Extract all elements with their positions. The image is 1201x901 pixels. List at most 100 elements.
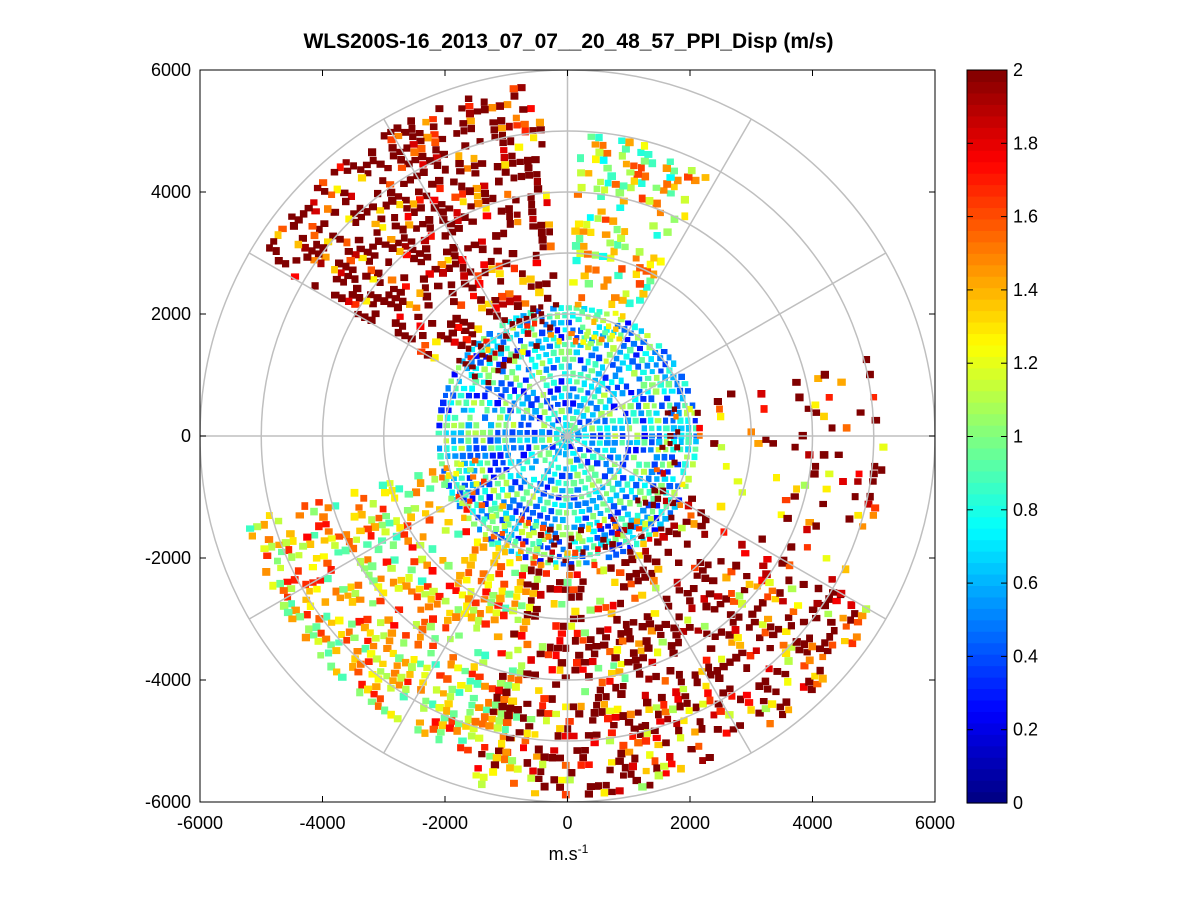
data-cell	[646, 410, 652, 417]
data-cell	[755, 709, 764, 717]
data-cell	[697, 522, 706, 530]
data-cell	[645, 675, 653, 683]
data-cell	[563, 480, 569, 487]
colorbar-swatch	[967, 299, 1007, 312]
data-cell	[513, 765, 522, 773]
data-cell	[799, 618, 809, 626]
colorbar-swatch	[967, 138, 1007, 151]
data-cell	[585, 475, 592, 482]
data-cell	[644, 362, 651, 369]
data-cell	[716, 502, 726, 511]
data-cell	[310, 199, 318, 206]
data-cell	[717, 558, 725, 565]
data-cell	[369, 156, 377, 165]
data-cell	[447, 281, 456, 289]
data-cell	[508, 667, 517, 676]
colorbar-swatch	[967, 321, 1007, 335]
data-cell	[500, 229, 508, 238]
data-cell	[572, 337, 579, 345]
data-cell	[558, 378, 565, 385]
data-cell	[597, 494, 603, 501]
data-cell	[590, 738, 599, 747]
data-cell	[595, 478, 603, 484]
data-cell	[646, 343, 653, 351]
data-cell	[407, 513, 415, 522]
data-cell	[738, 599, 746, 608]
data-cell	[479, 429, 487, 436]
data-cell	[533, 753, 541, 760]
data-cell	[456, 468, 462, 474]
data-cell	[690, 520, 698, 528]
data-cell	[397, 673, 406, 682]
data-cell	[324, 238, 333, 246]
data-cell	[743, 573, 751, 580]
data-cell	[556, 524, 562, 531]
data-cell	[350, 512, 359, 521]
data-cell	[559, 472, 566, 480]
data-cell	[509, 85, 518, 93]
data-cell	[587, 133, 596, 140]
data-cell	[553, 560, 559, 567]
data-cell	[567, 502, 573, 509]
data-cell	[464, 595, 474, 603]
data-cell	[393, 715, 402, 723]
data-cell	[495, 368, 501, 374]
data-cell	[492, 350, 498, 356]
data-cell	[705, 590, 715, 598]
data-cell	[452, 587, 460, 594]
data-cell	[387, 276, 397, 284]
data-cell	[541, 537, 547, 542]
data-cell	[426, 224, 434, 232]
data-cell	[566, 571, 573, 579]
data-cell	[400, 531, 409, 538]
data-cell	[361, 565, 369, 572]
data-cell	[744, 699, 754, 706]
data-cell	[411, 208, 418, 216]
data-cell	[490, 533, 498, 540]
data-cell	[409, 133, 417, 141]
data-cell	[389, 152, 398, 160]
data-cell	[738, 649, 747, 657]
data-cell	[581, 747, 589, 754]
data-cell	[667, 510, 674, 516]
data-cell	[653, 374, 660, 381]
data-cell	[629, 733, 637, 740]
data-cell	[612, 519, 618, 526]
data-cell	[758, 576, 766, 585]
data-cell	[416, 204, 425, 212]
data-cell	[649, 369, 655, 375]
data-cell	[489, 194, 497, 203]
data-cell	[520, 120, 529, 128]
colorbar-tick-label: 0.6	[1013, 573, 1038, 593]
data-cell	[626, 169, 635, 176]
data-cell	[687, 512, 695, 519]
data-cell	[380, 297, 389, 305]
data-cell	[491, 701, 500, 709]
data-cell	[493, 633, 503, 641]
data-cell	[643, 613, 653, 621]
data-cell	[665, 527, 673, 535]
data-cell	[713, 726, 722, 733]
data-cell	[698, 668, 706, 675]
data-cell	[665, 380, 673, 388]
data-cell	[685, 425, 692, 432]
data-cell	[790, 493, 799, 500]
data-cell	[450, 338, 459, 346]
data-cell	[500, 487, 505, 493]
data-cell	[376, 160, 385, 168]
data-cell	[592, 731, 601, 738]
data-cell	[619, 461, 627, 468]
data-cell	[441, 468, 447, 474]
data-cell	[647, 417, 654, 424]
data-cell	[617, 749, 626, 758]
data-cell	[625, 748, 634, 756]
data-cell	[471, 340, 477, 346]
data-cell	[807, 685, 816, 694]
data-cell	[580, 659, 590, 666]
data-cell	[702, 656, 711, 664]
data-cell	[555, 509, 563, 516]
data-cell	[689, 402, 696, 409]
data-cell	[471, 521, 478, 527]
data-cell	[767, 623, 775, 631]
